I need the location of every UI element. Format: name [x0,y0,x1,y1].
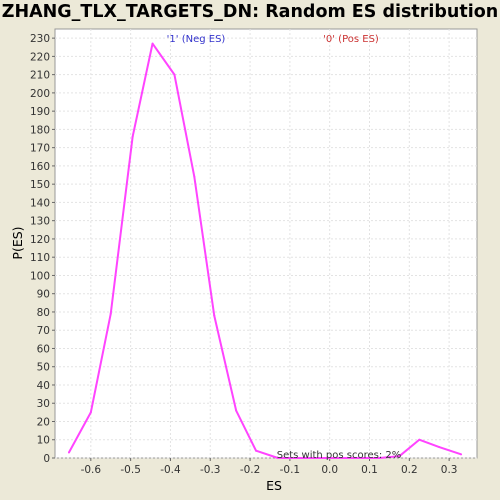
data-point [109,312,112,315]
x-tick-label: -0.2 [240,464,261,476]
data-point [255,449,258,452]
plot-area [54,28,478,459]
grid [55,29,477,459]
x-tick-label: -0.4 [160,464,181,476]
x-tick-label: -0.1 [280,464,301,476]
data-point [318,457,321,459]
data-point [360,457,363,459]
y-tick-label: 60 [37,343,50,355]
y-tick-label: 220 [30,51,50,63]
data-point [173,73,176,76]
x-axis-ticks: -0.6 -0.5 -0.4 -0.3 -0.2 -0.1 0.0 0.1 0.2 0.3 [81,458,458,476]
data-point [438,446,441,449]
series-line [68,42,462,459]
y-tick-label: 50 [37,362,50,374]
y-tick-label: 160 [30,161,50,173]
y-tick-label: 140 [30,197,50,209]
data-point [460,453,463,456]
data-point [296,457,299,459]
y-tick-label: 90 [37,289,50,301]
data-point [418,438,421,441]
data-point [89,411,92,414]
series-group [67,42,463,459]
y-tick-label: 20 [37,416,50,428]
x-tick-label: 0.0 [321,464,338,476]
y-tick-label: 210 [30,70,50,82]
neg-es-annotation: '1' (Neg ES) [167,34,226,45]
y-tick-label: 110 [30,252,50,264]
data-point [398,455,401,458]
y-tick-label: 100 [30,270,50,282]
data-point [67,451,70,454]
x-tick-label: -0.3 [200,464,221,476]
y-tick-label: 150 [30,179,50,191]
y-tick-label: 80 [37,307,50,319]
x-tick-label: 0.1 [361,464,378,476]
y-tick-label: 170 [30,143,50,155]
data-point [131,135,134,138]
data-point [213,314,216,317]
x-axis-label: ES [266,478,282,493]
data-point [193,175,196,178]
y-tick-label: 180 [30,124,50,136]
data-point [338,457,341,459]
data-point [235,409,238,412]
y-tick-label: 130 [30,216,50,228]
y-tick-label: 200 [30,88,50,100]
pos-scores-annotation: Sets with pos scores: 2% [277,450,402,461]
y-tick-label: 0 [43,453,50,465]
y-tick-label: 70 [37,325,50,337]
y-tick-label: 30 [37,398,50,410]
pos-es-annotation: '0' (Pos ES) [323,34,379,45]
y-axis-label: P(ES) [10,226,25,259]
data-point [151,42,154,45]
chart-title: ZHANG_TLX_TARGETS_DN: Random ES distribu… [1,2,499,22]
data-point [378,457,381,459]
x-tick-label: 0.3 [441,464,458,476]
y-tick-label: 120 [30,234,50,246]
y-tick-label: 190 [30,106,50,118]
x-tick-label: -0.6 [81,464,102,476]
data-point [276,457,279,459]
y-tick-label: 10 [37,435,50,447]
x-tick-label: -0.5 [120,464,141,476]
y-tick-label: 40 [37,380,50,392]
y-tick-label: 230 [30,33,50,45]
y-axis-ticks: 0 10 20 30 40 50 60 70 80 90 100 110 120 130 140 150 160… [30,33,55,465]
x-tick-label: 0.2 [401,464,418,476]
